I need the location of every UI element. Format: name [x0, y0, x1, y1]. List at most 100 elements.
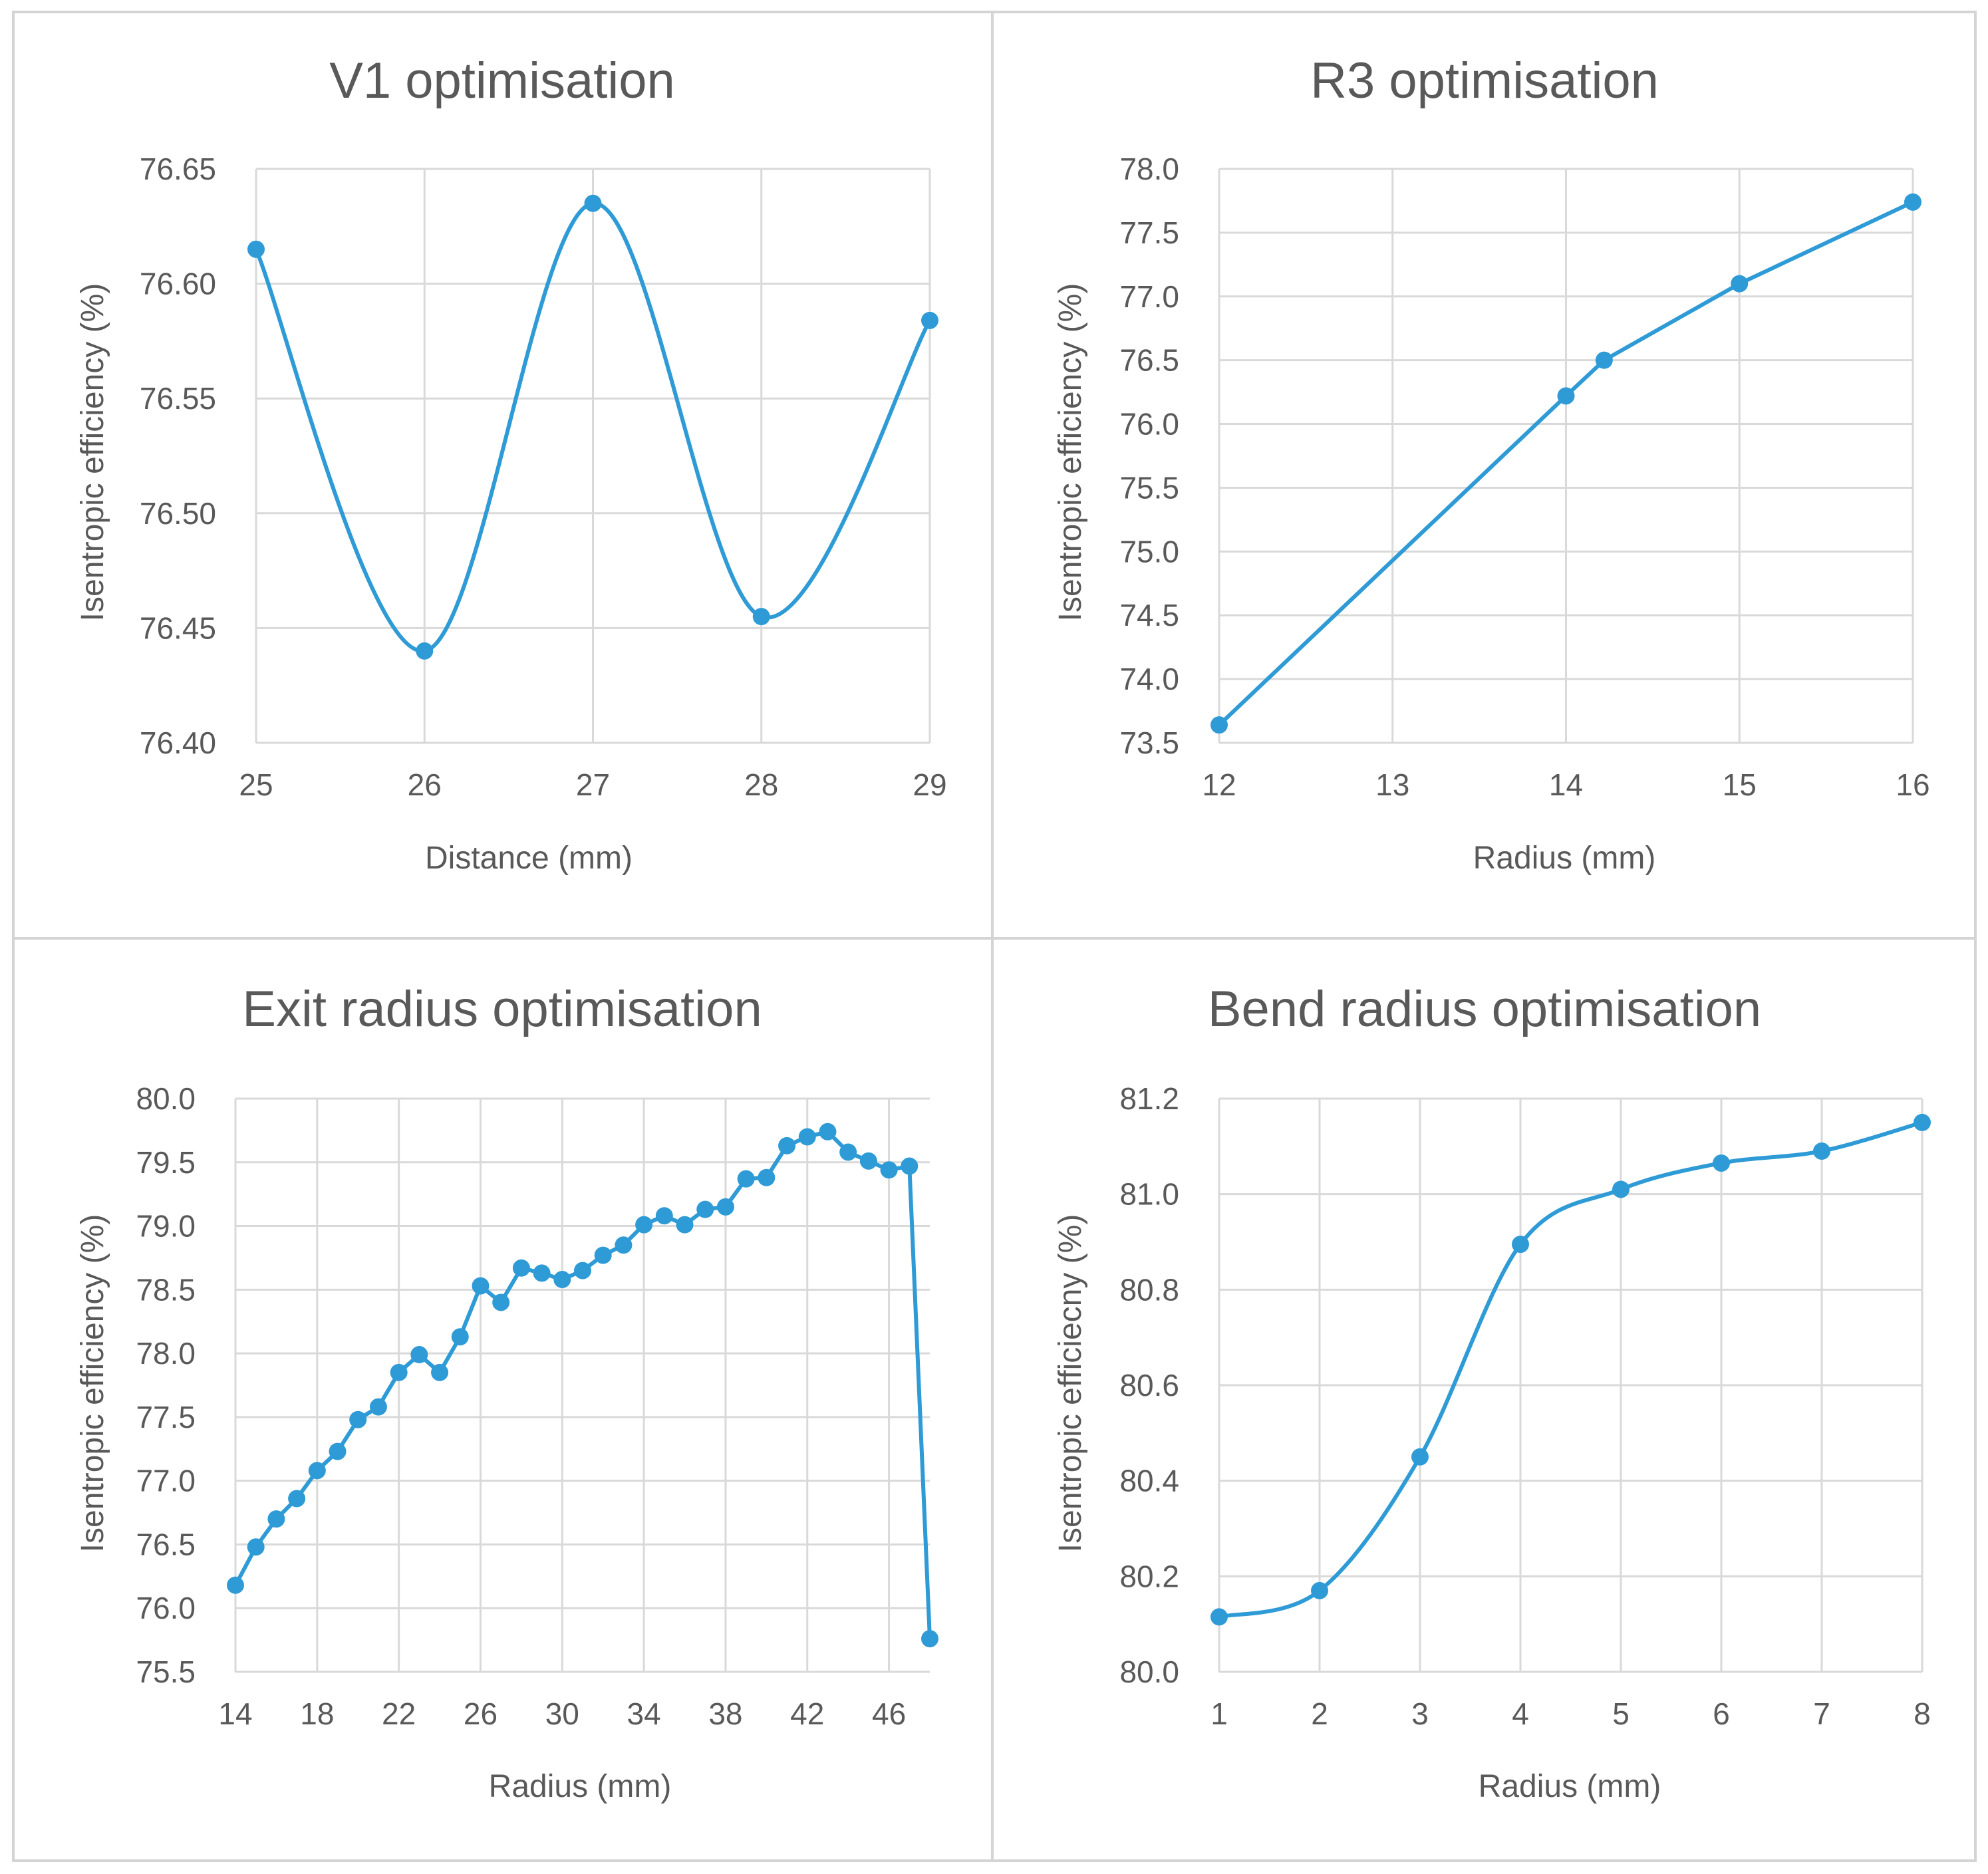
y-tick-label: 77.0: [136, 1464, 196, 1498]
y-axis-label: Isentropic efficiecny (%): [1053, 1214, 1088, 1553]
y-tick-label: 76.5: [1119, 343, 1179, 378]
y-tick-label: 81.2: [1119, 1081, 1179, 1116]
y-tick-label: 76.55: [140, 381, 216, 416]
y-tick-label: 80.0: [1119, 1655, 1179, 1689]
data-point: [492, 1293, 510, 1311]
data-point: [451, 1328, 469, 1346]
x-tick-label: 8: [1914, 1696, 1931, 1731]
y-tick-label: 77.0: [1119, 279, 1179, 314]
data-point: [901, 1157, 919, 1175]
chart-exit-radius-optimisation: Exit radius optimisation 75.5 76.0 76.5 77.…: [75, 981, 938, 1804]
data-points: [1210, 193, 1921, 734]
y-tick-label: 75.5: [136, 1655, 196, 1689]
x-tick-label: 3: [1411, 1696, 1429, 1731]
x-tick-labels: 12 13 14 15 16: [1202, 767, 1929, 802]
y-tick-labels: 76.40 76.45 76.50 76.55 76.60 76.65: [140, 152, 216, 760]
data-point: [716, 1198, 734, 1216]
x-tick-label: 27: [576, 767, 610, 802]
data-point: [798, 1128, 816, 1146]
x-tick-label: 38: [708, 1696, 742, 1731]
data-point: [1731, 275, 1749, 293]
data-point: [635, 1216, 653, 1234]
y-tick-label: 76.50: [140, 496, 216, 531]
data-point: [584, 194, 602, 212]
y-tick-label: 74.0: [1119, 662, 1179, 696]
data-point: [1210, 1608, 1228, 1626]
y-axis-label: Isentropic efficiency (%): [1053, 283, 1088, 622]
data-point: [431, 1363, 449, 1381]
x-tick-label: 26: [408, 767, 442, 802]
x-tick-labels: 1 2 3 4 5 6 7 8: [1210, 1696, 1931, 1731]
y-tick-label: 77.5: [1119, 215, 1179, 250]
y-tick-labels: 73.5 74.0 74.5 75.0 75.5 76.0 76.5 77.0 77.5 78.0: [1119, 152, 1179, 760]
x-tick-label: 42: [790, 1696, 824, 1731]
data-point: [1813, 1142, 1830, 1160]
data-points: [227, 1123, 938, 1648]
x-tick-label: 25: [239, 767, 273, 802]
data-point: [778, 1137, 796, 1154]
x-tick-label: 16: [1896, 767, 1929, 802]
x-tick-label: 46: [872, 1696, 906, 1731]
x-tick-labels: 25 26 27 28 29: [239, 767, 946, 802]
data-point: [1713, 1154, 1730, 1172]
data-point: [574, 1262, 591, 1279]
y-tick-label: 75.5: [1119, 470, 1179, 505]
data-point: [553, 1271, 571, 1289]
y-tick-label: 76.40: [140, 726, 216, 760]
x-tick-label: 14: [1549, 767, 1583, 802]
data-point: [859, 1152, 877, 1170]
chart-r3-optimisation: R3 optimisation 73.5 74.0 74.5 75.0 75.5 76.0…: [1053, 53, 1930, 876]
x-tick-label: 13: [1375, 767, 1409, 802]
y-tick-label: 78.5: [136, 1272, 196, 1307]
data-point: [512, 1259, 530, 1277]
x-tick-label: 34: [627, 1696, 661, 1731]
y-tick-label: 80.8: [1119, 1272, 1179, 1307]
chart-title: V1 optimisation: [329, 53, 675, 109]
y-tick-label: 74.5: [1119, 598, 1179, 632]
x-tick-label: 22: [382, 1696, 416, 1731]
data-point: [1411, 1448, 1429, 1466]
x-tick-label: 18: [300, 1696, 334, 1731]
y-tick-label: 77.5: [136, 1400, 196, 1434]
y-tick-label: 80.2: [1119, 1559, 1179, 1593]
y-tick-label: 76.5: [136, 1527, 196, 1561]
y-tick-label: 78.0: [1119, 152, 1179, 186]
y-axis-label: Isentropic efficiency (%): [75, 283, 110, 622]
data-point: [1914, 1113, 1931, 1131]
data-point: [410, 1346, 428, 1364]
x-axis-label: Radius (mm): [489, 1769, 672, 1804]
y-tick-label: 76.65: [140, 152, 216, 186]
x-tick-labels: 14 18 22 26 30 34 38 42 46: [218, 1696, 906, 1731]
data-point: [1210, 716, 1228, 734]
y-tick-label: 76.0: [1119, 407, 1179, 442]
y-tick-label: 81.0: [1119, 1177, 1179, 1212]
y-tick-label: 73.5: [1119, 726, 1179, 760]
data-point: [594, 1246, 612, 1264]
x-tick-label: 4: [1512, 1696, 1529, 1731]
data-point: [752, 608, 770, 626]
data-points: [1210, 1113, 1931, 1626]
data-point: [839, 1143, 857, 1161]
data-point: [247, 1538, 265, 1556]
y-tick-label: 79.5: [136, 1145, 196, 1180]
data-point: [1612, 1180, 1630, 1198]
x-tick-label: 26: [464, 1696, 497, 1731]
data-point: [921, 311, 938, 329]
y-tick-labels: 80.0 80.2 80.4 80.6 80.8 81.0 81.2: [1119, 1081, 1179, 1689]
data-point: [880, 1161, 898, 1179]
x-tick-label: 29: [913, 767, 946, 802]
data-point: [696, 1200, 714, 1218]
data-point: [676, 1216, 694, 1234]
data-point: [1512, 1236, 1529, 1254]
data-point: [615, 1236, 633, 1254]
data-point: [819, 1123, 837, 1140]
data-point: [416, 642, 434, 660]
y-tick-label: 80.6: [1119, 1368, 1179, 1403]
x-tick-label: 2: [1311, 1696, 1328, 1731]
chart-bend-radius-optimisation: Bend radius optimisation 80.080.280.480.…: [1053, 981, 1931, 1804]
x-tick-label: 6: [1713, 1696, 1730, 1731]
x-tick-label: 28: [744, 767, 778, 802]
y-tick-labels: 75.5 76.0 76.5 77.0 77.5 78.0 78.5 79.0 79.5 80.0: [136, 1081, 196, 1689]
data-point: [390, 1363, 408, 1381]
chart-title: Bend radius optimisation: [1208, 981, 1761, 1037]
